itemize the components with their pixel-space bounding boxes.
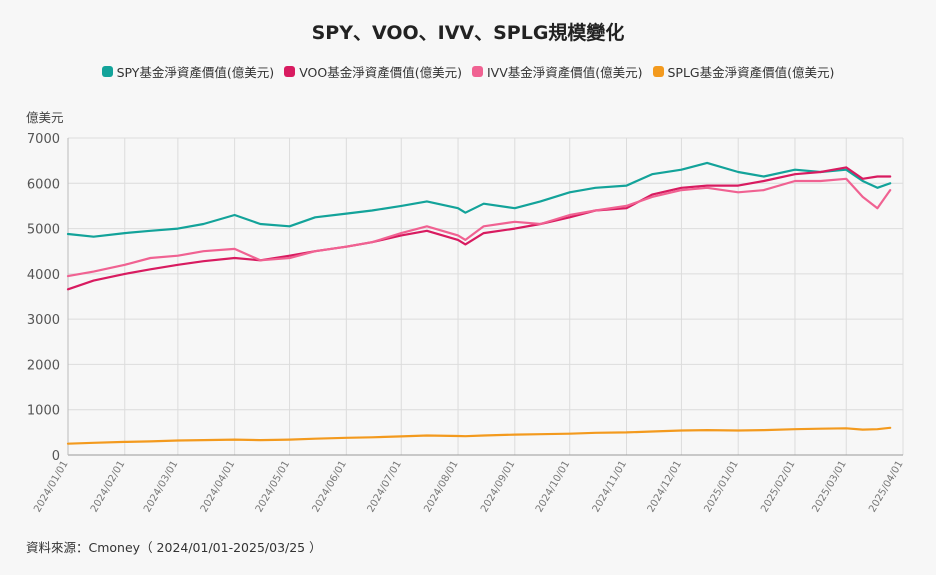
x-tick-label: 2024/11/01 <box>591 459 629 514</box>
series-line-splg <box>66 426 892 445</box>
y-tick-label: 1000 <box>27 404 60 419</box>
legend-item-ivv[interactable]: IVV基金淨資產價值(億美元) <box>471 62 643 81</box>
legend-label-spy: SPY基金淨資產價值(億美元) <box>116 65 275 80</box>
legend-item-voo[interactable]: VOO基金淨資產價值(億美元) <box>284 62 462 81</box>
x-tick-label: 2024/04/01 <box>199 459 237 514</box>
y-tick-label: 2000 <box>27 358 60 373</box>
legend-label-ivv: IVV基金淨資產價值(億美元) <box>486 65 643 80</box>
x-tick-label: 2025/03/01 <box>810 459 848 514</box>
x-tick-label: 2024/09/01 <box>479 459 517 514</box>
chart-title: SPY、VOO、IVV、SPLG規模變化 <box>311 22 625 44</box>
chart-legend: SPY基金淨資產價值(億美元) VOO基金淨資產價值(億美元) IVV基金淨資產… <box>0 62 936 81</box>
legend-swatch-spy <box>101 66 113 77</box>
x-tick-label: 2024/01/01 <box>32 459 70 514</box>
series-line-spy <box>66 161 892 238</box>
x-tick-label: 2024/02/01 <box>89 459 127 514</box>
x-tick-label: 2025/01/01 <box>702 459 740 514</box>
x-tick-label: 2024/05/01 <box>254 459 292 514</box>
y-tick-label: 0 <box>52 449 60 464</box>
series-line-ivv <box>66 177 892 278</box>
legend-item-splg[interactable]: SPLG基金淨資產價值(億美元) <box>652 62 835 81</box>
legend-swatch-splg <box>652 66 664 77</box>
x-tick-label: 2024/10/01 <box>534 459 572 514</box>
y-tick-label: 7000 <box>27 132 60 147</box>
x-tick-label: 2025/04/01 <box>867 459 905 514</box>
y-tick-label: 5000 <box>27 223 60 238</box>
x-tick-label: 2024/07/01 <box>366 459 404 514</box>
x-tick-label: 2024/03/01 <box>142 459 180 514</box>
legend-swatch-ivv <box>471 66 483 77</box>
y-tick-label: 4000 <box>27 268 60 283</box>
y-tick-label: 3000 <box>27 313 60 328</box>
legend-label-splg: SPLG基金淨資產價值(億美元) <box>667 65 835 80</box>
y-tick-label: 6000 <box>27 177 60 192</box>
data-source-note: 資料來源：Cmoney（ 2024/01/01-2025/03/25 ） <box>26 540 322 555</box>
x-tick-label: 2025/02/01 <box>759 459 797 514</box>
x-tick-label: 2024/06/01 <box>311 459 349 514</box>
series-line-voo <box>66 166 892 291</box>
legend-label-voo: VOO基金淨資產價值(億美元) <box>299 65 462 80</box>
legend-swatch-voo <box>284 66 296 77</box>
y-axis-unit-label: 億美元 <box>26 110 64 125</box>
x-tick-label: 2024/12/01 <box>646 459 684 514</box>
x-tick-label: 2024/08/01 <box>422 459 460 514</box>
legend-item-spy[interactable]: SPY基金淨資產價值(億美元) <box>101 62 275 81</box>
